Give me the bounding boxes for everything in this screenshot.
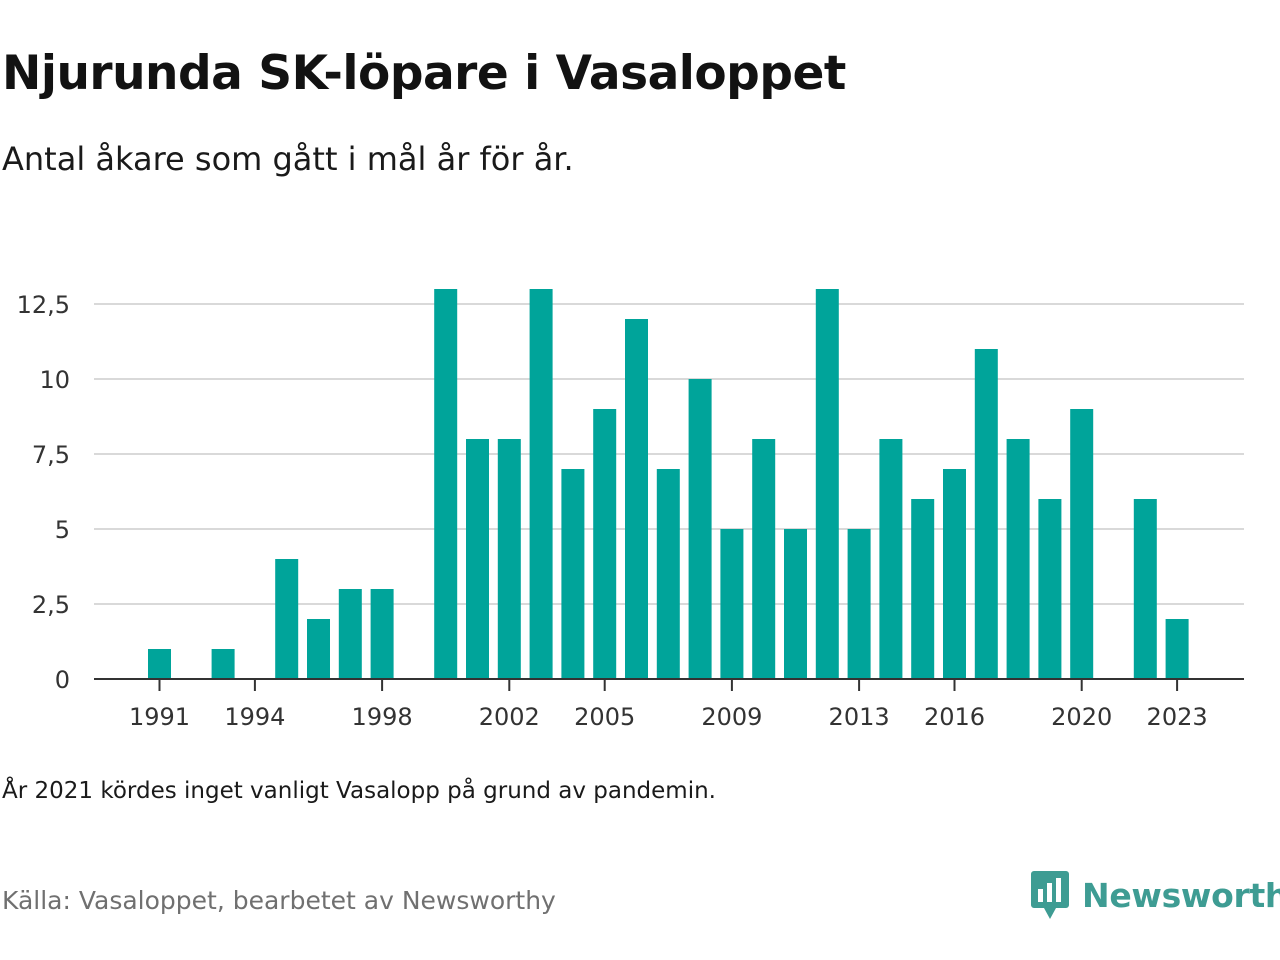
bar-2007 [656,469,680,679]
y-tick-label: 10 [39,366,70,394]
source-text: Källa: Vasaloppet, bearbetet av Newswort… [2,886,556,915]
y-tick-label: 0 [55,666,70,694]
y-tick-label: 5 [55,516,70,544]
bar-1997 [338,589,362,679]
bar-2013 [847,529,871,679]
bar-2016 [943,469,966,679]
brand-name: Newsworthy [1082,875,1280,915]
x-tick-label: 2013 [829,703,890,731]
bar-2018 [1006,439,1030,679]
bar-2004 [561,469,585,679]
bar-2022 [1133,499,1157,679]
bar-2011 [784,529,807,679]
bar-1991 [148,649,171,679]
bar-2002 [497,439,521,679]
x-tick-label: 2005 [574,703,635,731]
bar-2012 [815,289,839,679]
bar-2000 [434,289,458,679]
x-tick-label: 2020 [1051,703,1112,731]
x-tick-label: 2002 [479,703,540,731]
x-tick-label: 1991 [129,703,190,731]
bar-1998 [370,589,394,679]
bar-2019 [1038,499,1062,679]
brand-logo: Newsworthy [1030,868,1280,922]
bar-2020 [1070,409,1094,679]
chart-title: Njurunda SK-löpare i Vasaloppet [2,46,846,101]
x-tick-label: 1994 [224,703,285,731]
x-axis: 1991 1994 1998 2002 2005 2009 2013 2016 2020 2023 [94,678,1244,731]
y-axis-labels: 0 2,5 5 7,5 10 12,5 [17,291,70,694]
x-tick-label: 2023 [1147,703,1208,731]
x-tick-label: 1998 [352,703,413,731]
y-tick-label: 7,5 [32,441,70,469]
y-tick-label: 12,5 [17,291,70,319]
bar-2015 [911,499,935,679]
bar-2006 [625,319,648,679]
bar-chart: 1991 1994 1998 2002 2005 2009 2013 2016 2020 2023… [17,289,1244,731]
footnote: År 2021 kördes inget vanligt Vasalopp på… [2,778,716,804]
bar-2001 [466,439,489,679]
bars [148,289,1189,679]
chart-subtitle: Antal åkare som gått i mål år för år. [2,140,574,178]
x-tick-label: 2016 [924,703,985,731]
x-tick-label: 2009 [701,703,762,731]
bar-2008 [688,379,712,679]
bar-1996 [307,619,330,679]
bar-1993 [211,649,235,679]
y-tick-label: 2,5 [32,591,70,619]
bar-2009 [720,529,744,679]
bar-2010 [752,439,776,679]
bar-1995 [275,559,299,679]
bar-2014 [879,439,903,679]
bar-2017 [974,349,998,679]
bar-2003 [529,289,553,679]
newsworthy-logo-icon [1031,871,1069,919]
bar-2023 [1165,619,1189,679]
bar-2005 [593,409,617,679]
